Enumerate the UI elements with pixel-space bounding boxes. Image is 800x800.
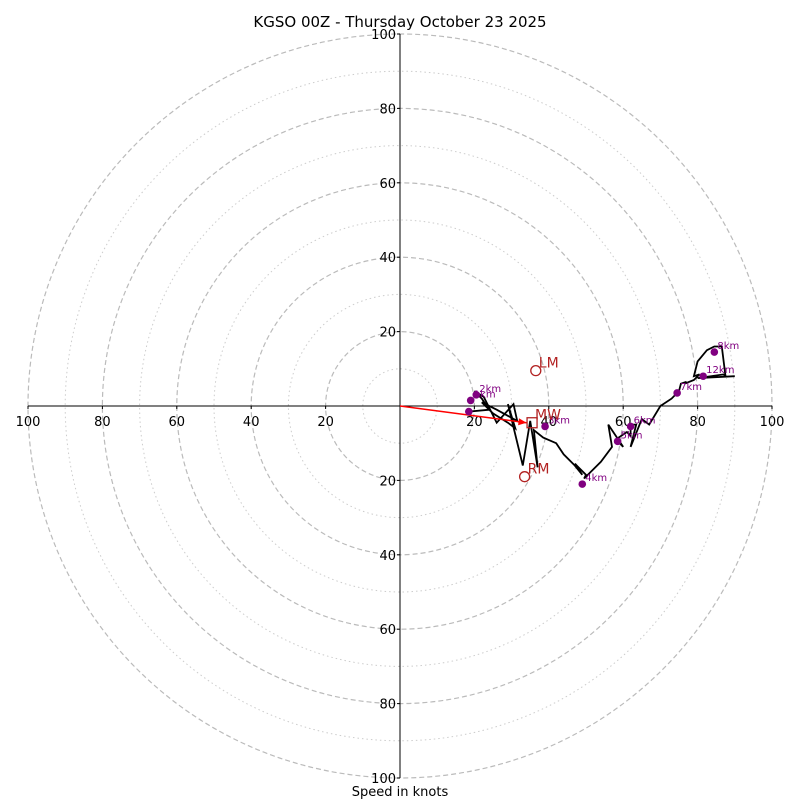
height-label-3km: 3km — [548, 415, 570, 426]
hodograph-trace-group — [468, 345, 735, 480]
tick-label-left-80: 80 — [94, 415, 111, 430]
storm-motion-label-rm: RM — [528, 462, 550, 478]
x-axis-label: Speed in knots — [352, 785, 449, 800]
height-label-1km: 1km — [474, 389, 496, 400]
tick-label-bottom-100: 100 — [371, 772, 396, 787]
tick-label-right-80: 80 — [689, 415, 706, 430]
height-label-8km: 8km — [717, 341, 739, 352]
shear-vector-line — [399, 405, 527, 424]
height-marker-1km — [466, 396, 475, 405]
tick-label-left-60: 60 — [169, 415, 186, 430]
tick-label-top-60: 60 — [379, 177, 396, 192]
tick-label-right-100: 100 — [760, 415, 785, 430]
tick-label-top-80: 80 — [379, 102, 396, 117]
storm-motion-marker-rm — [518, 471, 531, 483]
tick-label-left-100: 100 — [16, 415, 41, 430]
storm-motion-label-lm: LM — [539, 356, 559, 372]
height-marker-4km — [578, 480, 587, 488]
height-label-12km: 12km — [706, 365, 734, 376]
height-label-4km: 4km — [585, 473, 607, 484]
storm-motion-label-mw: MW — [535, 408, 561, 424]
tick-label-top-20: 20 — [379, 326, 396, 341]
storm-motion-marker-lm — [530, 365, 542, 377]
tick-label-bottom-20: 20 — [379, 474, 396, 489]
tick-label-top-40: 40 — [379, 251, 396, 266]
tick-label-left-40: 40 — [243, 415, 260, 430]
height-label-6km: 6km — [634, 415, 656, 426]
tick-label-bottom-60: 60 — [379, 623, 396, 638]
storm-motion-markers: LM RM MW — [518, 356, 561, 483]
chart-title: KGSO 00Z - Thursday October 23 2025 — [253, 13, 546, 31]
height-marker-2km — [472, 391, 481, 399]
hodograph-trace — [468, 345, 735, 480]
height-label-2km: 2km — [479, 384, 501, 395]
height-marker-8km — [710, 348, 719, 356]
height-label-5km: 5km — [621, 430, 643, 441]
tick-label-left-20: 20 — [317, 415, 334, 430]
height-marker-7km — [673, 389, 681, 397]
shear-vector-group — [399, 405, 527, 426]
storm-motion-marker-mw — [526, 417, 538, 429]
height-marker-6km — [626, 422, 635, 431]
tick-label-top-100: 100 — [371, 28, 396, 43]
height-marker-12km — [699, 372, 707, 381]
height-marker-point-2 — [465, 407, 473, 416]
tick-label-right-20: 20 — [466, 415, 483, 430]
height-marker-3km — [541, 422, 549, 431]
tick-label-bottom-80: 80 — [379, 698, 396, 713]
tick-labels: 2020202040404040606060608080808010010010… — [16, 28, 785, 787]
height-label-7km: 7km — [680, 382, 702, 393]
shear-vector-arrowhead — [518, 418, 527, 426]
tick-label-bottom-40: 40 — [379, 549, 396, 564]
height-marker-5km — [613, 437, 622, 446]
